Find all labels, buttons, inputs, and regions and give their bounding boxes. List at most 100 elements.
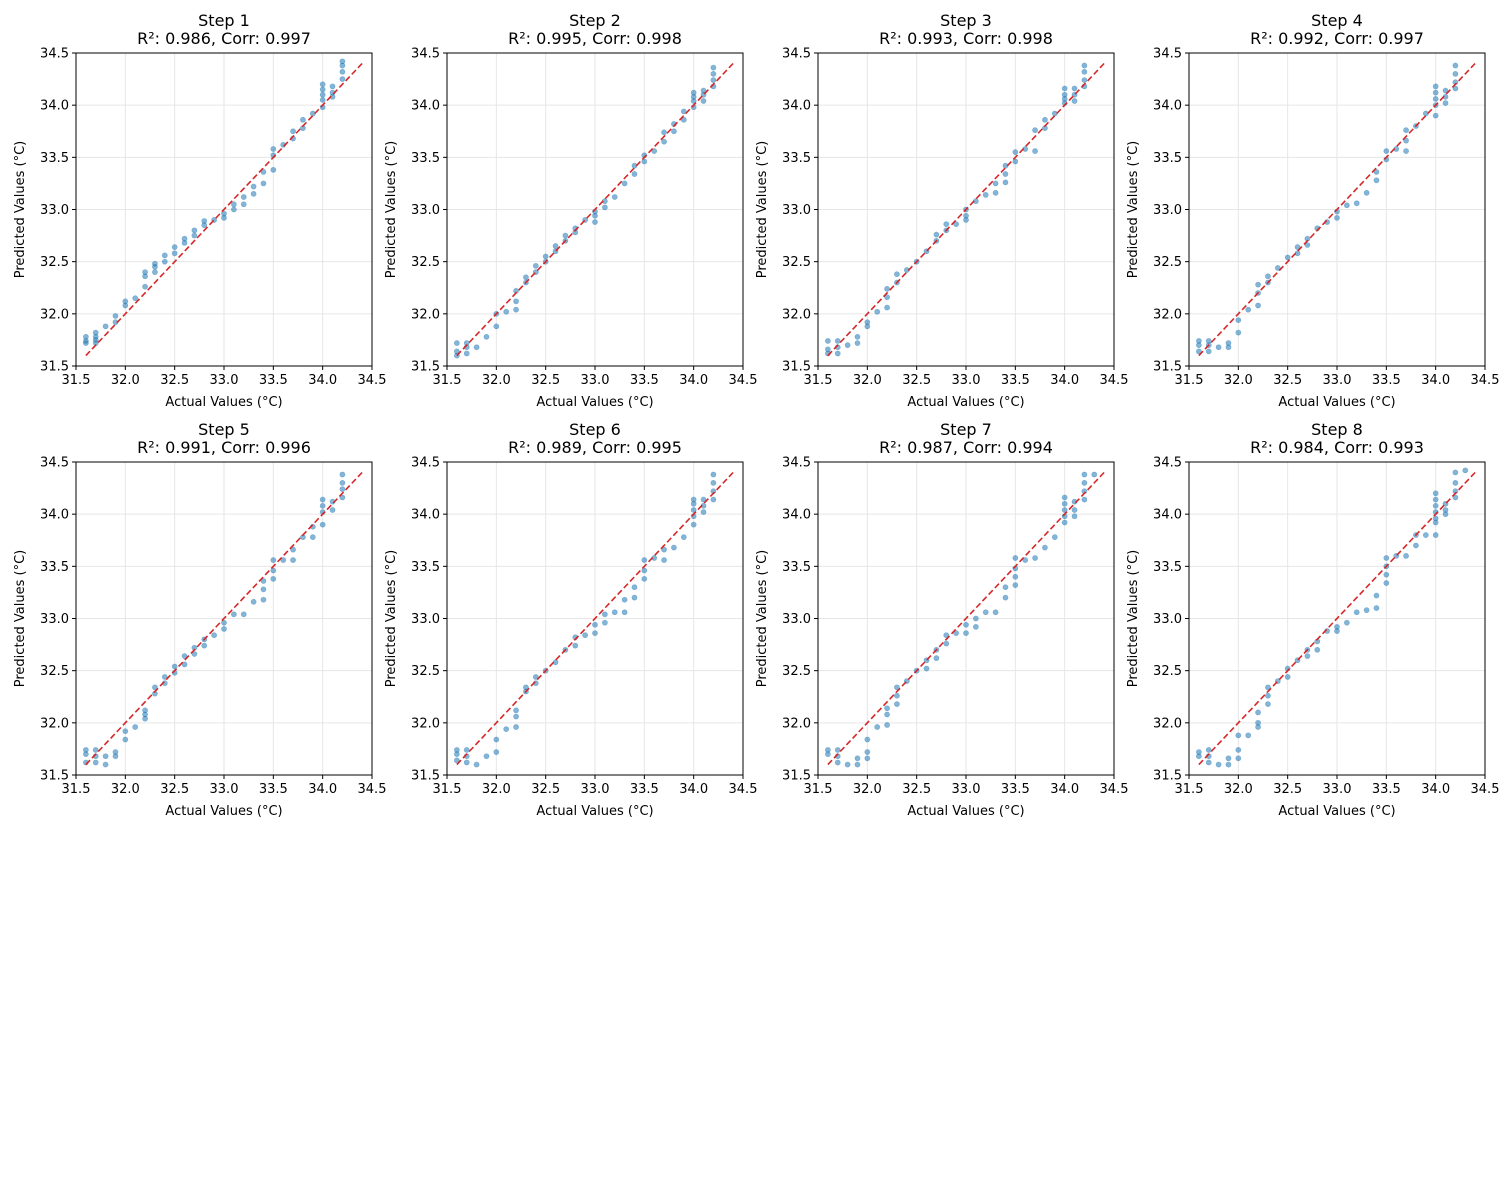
y-axis-label: Predicted Values (°C) bbox=[384, 550, 399, 687]
data-point bbox=[1452, 62, 1459, 69]
y-axis-label: Predicted Values (°C) bbox=[13, 141, 28, 278]
data-point bbox=[671, 544, 677, 551]
reference-line bbox=[456, 62, 734, 357]
x-tick-label: 33.0 bbox=[210, 373, 239, 388]
data-point bbox=[339, 486, 346, 493]
x-tick-label: 33.5 bbox=[1372, 373, 1401, 388]
data-point bbox=[641, 575, 648, 582]
data-point bbox=[1403, 137, 1409, 144]
reference-line bbox=[827, 62, 1105, 357]
y-tick-label: 33.5 bbox=[1153, 560, 1182, 575]
data-point bbox=[894, 701, 900, 707]
data-point bbox=[1081, 68, 1088, 75]
data-point bbox=[894, 271, 900, 278]
data-point bbox=[112, 313, 119, 319]
data-point bbox=[270, 557, 277, 563]
data-point bbox=[631, 584, 638, 591]
subplot-8: 31.5 32.0 32.5 33.0 33.5 34.0 34.5 31.5 32.0 32.5… bbox=[1126, 420, 1499, 819]
data-point bbox=[260, 180, 267, 187]
data-point bbox=[1061, 507, 1068, 513]
data-point bbox=[1432, 532, 1439, 538]
data-point bbox=[463, 747, 470, 753]
data-point bbox=[680, 116, 687, 123]
data-point bbox=[290, 128, 296, 135]
data-point bbox=[1343, 619, 1350, 626]
data-point bbox=[1255, 709, 1261, 716]
data-point bbox=[953, 630, 960, 637]
data-point bbox=[854, 755, 861, 762]
data-point bbox=[923, 665, 930, 672]
data-point bbox=[102, 753, 109, 760]
x-tick-label: 34.0 bbox=[1421, 373, 1450, 388]
y-axis-label: Predicted Values (°C) bbox=[384, 141, 399, 278]
x-tick-label: 33.0 bbox=[952, 782, 981, 797]
chart-title: Step 4 bbox=[1311, 11, 1363, 30]
data-point bbox=[339, 494, 346, 501]
data-point bbox=[1265, 273, 1271, 280]
y-tick-label: 32.5 bbox=[1153, 664, 1182, 679]
data-point bbox=[1373, 605, 1380, 611]
data-point bbox=[191, 232, 198, 239]
x-tick-label: 33.0 bbox=[1323, 782, 1352, 797]
data-point bbox=[152, 269, 158, 275]
data-point bbox=[1442, 100, 1449, 106]
y-tick-label: 34.5 bbox=[782, 456, 811, 471]
y-tick-label: 33.0 bbox=[1153, 612, 1182, 627]
data-point bbox=[1042, 116, 1048, 123]
data-point bbox=[1225, 761, 1232, 768]
chart-subtitle: R²: 0.987, Corr: 0.994 bbox=[879, 438, 1053, 457]
data-point bbox=[1235, 747, 1242, 753]
y-tick-label: 34.5 bbox=[1153, 456, 1182, 471]
data-point bbox=[1071, 513, 1078, 520]
data-point bbox=[122, 728, 129, 735]
data-point bbox=[661, 546, 667, 553]
data-point bbox=[230, 206, 237, 213]
data-point bbox=[710, 479, 717, 486]
data-point bbox=[963, 621, 969, 628]
data-point bbox=[844, 761, 851, 768]
data-point bbox=[453, 340, 460, 346]
data-point bbox=[329, 507, 336, 513]
y-tick-label: 32.0 bbox=[40, 716, 69, 731]
y-tick-label: 34.5 bbox=[40, 456, 69, 471]
y-tick-label: 31.5 bbox=[40, 360, 69, 375]
subplot-5: 31.5 32.0 32.5 33.0 33.5 34.0 34.5 31.5 32.0 32.5… bbox=[13, 420, 386, 819]
x-axis-label: Actual Values (°C) bbox=[907, 804, 1024, 819]
x-tick-label: 32.5 bbox=[902, 373, 931, 388]
data-point bbox=[221, 619, 227, 626]
y-tick-label: 34.0 bbox=[411, 508, 440, 523]
data-point bbox=[1235, 732, 1242, 739]
x-tick-label: 34.5 bbox=[358, 373, 387, 388]
subplot-1: 31.5 32.0 32.5 33.0 33.5 34.0 34.5 31.5 32.0 32.5… bbox=[13, 11, 386, 410]
data-point bbox=[661, 129, 667, 136]
data-point bbox=[1373, 169, 1380, 175]
data-point bbox=[473, 344, 480, 351]
data-point bbox=[1334, 214, 1340, 221]
x-tick-label: 33.0 bbox=[952, 373, 981, 388]
data-point bbox=[1432, 83, 1439, 90]
data-point bbox=[513, 298, 519, 305]
data-point bbox=[1081, 62, 1088, 69]
data-point bbox=[1012, 555, 1019, 561]
data-point bbox=[211, 632, 218, 639]
data-point bbox=[641, 557, 648, 563]
data-point bbox=[953, 221, 960, 228]
data-point bbox=[1452, 70, 1459, 77]
data-point bbox=[1012, 158, 1019, 165]
chart-subtitle: R²: 0.991, Corr: 0.996 bbox=[137, 438, 311, 457]
data-point bbox=[513, 713, 519, 720]
data-point bbox=[523, 274, 529, 281]
data-point bbox=[181, 661, 188, 668]
y-tick-label: 32.5 bbox=[40, 255, 69, 270]
y-tick-label: 33.0 bbox=[40, 203, 69, 218]
data-point bbox=[250, 183, 257, 190]
data-point bbox=[493, 323, 500, 330]
reference-line bbox=[1198, 62, 1476, 357]
y-tick-label: 32.0 bbox=[782, 307, 811, 322]
data-point bbox=[690, 98, 697, 104]
y-tick-label: 33.5 bbox=[40, 560, 69, 575]
data-point bbox=[250, 190, 257, 197]
data-point bbox=[641, 567, 648, 574]
data-point bbox=[1314, 646, 1321, 653]
